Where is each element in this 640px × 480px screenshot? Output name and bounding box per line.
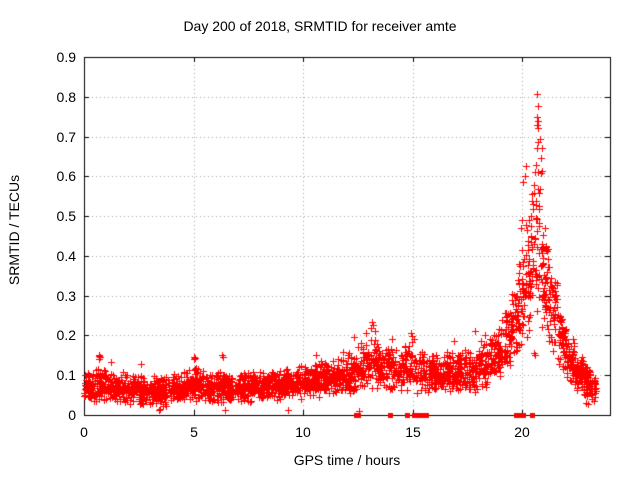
x-tick-label: 5 (190, 424, 198, 440)
y-tick-label: 0.1 (56, 367, 76, 383)
y-tick-label: 0.9 (56, 49, 76, 65)
y-tick-label: 0.2 (56, 327, 76, 343)
y-tick-label: 0.8 (56, 89, 76, 105)
y-tick-label: 0.6 (56, 168, 76, 184)
y-tick-label: 0 (68, 407, 76, 423)
x-tick-label: 15 (405, 424, 421, 440)
y-tick-label: 0.7 (56, 129, 76, 145)
x-tick-label: 20 (514, 424, 530, 440)
chart-title: Day 200 of 2018, SRMTID for receiver amt… (183, 18, 457, 34)
x-axis-label: GPS time / hours (293, 452, 401, 468)
y-tick-label: 0.5 (56, 208, 76, 224)
y-axis-label: SRMTID / TECUs (6, 174, 22, 286)
y-tick-label: 0.3 (56, 288, 76, 304)
x-tick-label: 10 (295, 424, 311, 440)
x-tick-label: 0 (80, 424, 88, 440)
y-tick-label: 0.4 (56, 248, 76, 264)
